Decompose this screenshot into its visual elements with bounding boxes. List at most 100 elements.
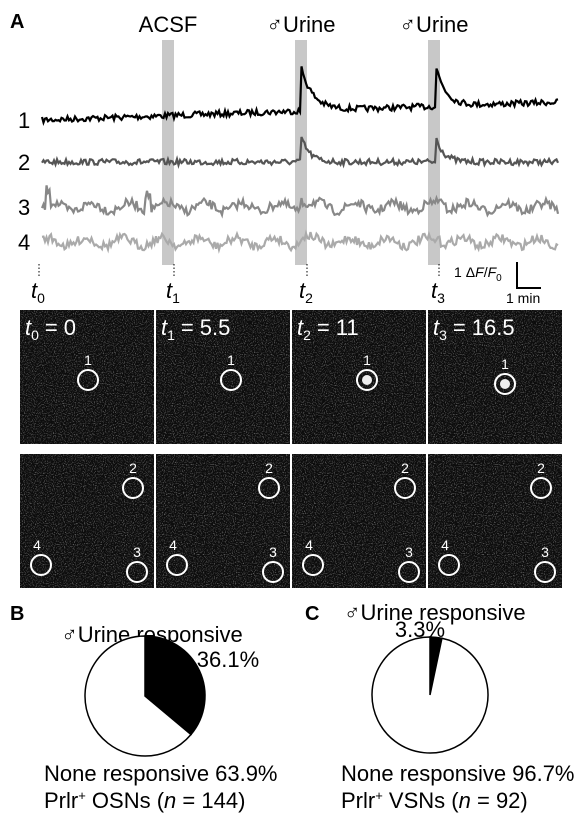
text-part: 1 (172, 290, 180, 306)
text-part: n (459, 788, 471, 813)
trace (41, 229, 559, 254)
text-part: 1 (454, 264, 462, 280)
stimulus-bar (428, 40, 440, 265)
value-label: 36.1% (197, 647, 259, 672)
roi-label: 4 (441, 537, 449, 553)
roi (398, 561, 420, 583)
text-part: = (181, 315, 194, 340)
roi-label: 1 (84, 352, 92, 368)
text-part: 144 (201, 788, 238, 813)
roi (262, 561, 284, 583)
text-part: = (45, 315, 58, 340)
roi (302, 554, 324, 576)
caption: Prlr+ OSNs (n = 144) (44, 788, 245, 813)
roi-signal (362, 375, 372, 385)
trace-label: 1 (18, 108, 30, 133)
text-part: 11 (336, 315, 359, 340)
roi-label: 2 (129, 460, 137, 476)
text-part: = (471, 788, 496, 813)
scale-x-label: 1 min (506, 290, 540, 306)
trace-label: 2 (18, 150, 30, 175)
text-part: t (31, 278, 38, 303)
trace (40, 66, 559, 127)
roi-label: 4 (169, 537, 177, 553)
roi (126, 561, 148, 583)
roi (394, 477, 416, 499)
roi (77, 369, 99, 391)
text-part: ) (520, 788, 527, 813)
roi-label: 1 (227, 352, 235, 368)
text-part: 2 (303, 327, 311, 343)
roi (166, 554, 188, 576)
text-part: 2 (305, 290, 313, 306)
text-part: Δ (466, 264, 475, 280)
pie-slice (144, 635, 206, 736)
roi (122, 477, 144, 499)
text-part: F (488, 264, 498, 280)
image-label: t1 = 5.5 (161, 315, 230, 343)
time-mark: t3 (431, 278, 445, 306)
image-noise (428, 454, 562, 588)
none-label: None responsive 63.9% (44, 761, 278, 786)
stimulus-bar (162, 40, 174, 265)
text-part: OSNs ( (86, 788, 165, 813)
text-part: ) (238, 788, 245, 813)
text-part: + (375, 788, 383, 803)
image-label: t0 = 0 (25, 315, 76, 343)
text-part: / (484, 264, 488, 280)
text-part: 1 (167, 327, 175, 343)
image-noise (292, 310, 426, 444)
panel-label: C (305, 603, 319, 625)
text-part: t (25, 315, 32, 340)
stimulus-label: ACSF (139, 12, 198, 37)
roi-signal (500, 379, 510, 389)
roi (30, 554, 52, 576)
text-part: 96.7% (512, 761, 574, 786)
roi (258, 477, 280, 499)
text-part: t (297, 315, 304, 340)
text-part: 3 (437, 290, 445, 306)
text-part: = (176, 788, 201, 813)
text-part: 3 (439, 327, 447, 343)
trace-label: 3 (18, 195, 30, 220)
roi-label: 1 (363, 352, 371, 368)
pie-slice (84, 635, 193, 757)
stimulus-label: ♂Urine (266, 12, 335, 37)
roi-label: 3 (269, 544, 277, 560)
text-part: = (317, 315, 330, 340)
roi (494, 373, 516, 395)
text-part: n (164, 788, 176, 813)
stimulus-label: ♂Urine (399, 12, 468, 37)
roi (530, 477, 552, 499)
text-part: None responsive (44, 761, 209, 786)
image-noise (20, 310, 154, 444)
panel-label: A (10, 11, 24, 33)
none-label: None responsive 96.7% (341, 761, 575, 786)
roi (220, 369, 242, 391)
roi-label: 4 (305, 537, 313, 553)
text-part: 0 (31, 327, 39, 343)
text-part: 5.5 (200, 315, 231, 340)
text-part: 0 (496, 273, 502, 284)
image-noise (156, 454, 290, 588)
text-part: = (453, 315, 466, 340)
text-part: + (78, 788, 86, 803)
roi-label: 3 (405, 544, 413, 560)
text-part: 0 (64, 315, 76, 340)
pie-title: ♂Urine responsive (344, 600, 526, 625)
panel-label: B (10, 603, 24, 625)
roi-label: 2 (401, 460, 409, 476)
text-part: t (299, 278, 306, 303)
time-mark: t1 (166, 278, 180, 306)
image-label: t3 = 16.5 (433, 315, 515, 343)
roi-label: 1 (501, 356, 509, 372)
text-part: VSNs ( (383, 788, 459, 813)
text-part: Prlr (44, 788, 78, 813)
trace-label: 4 (18, 230, 30, 255)
roi (534, 561, 556, 583)
text-part: Prlr (341, 788, 375, 813)
text-part: t (433, 315, 440, 340)
roi (356, 369, 378, 391)
roi-label: 4 (33, 537, 41, 553)
